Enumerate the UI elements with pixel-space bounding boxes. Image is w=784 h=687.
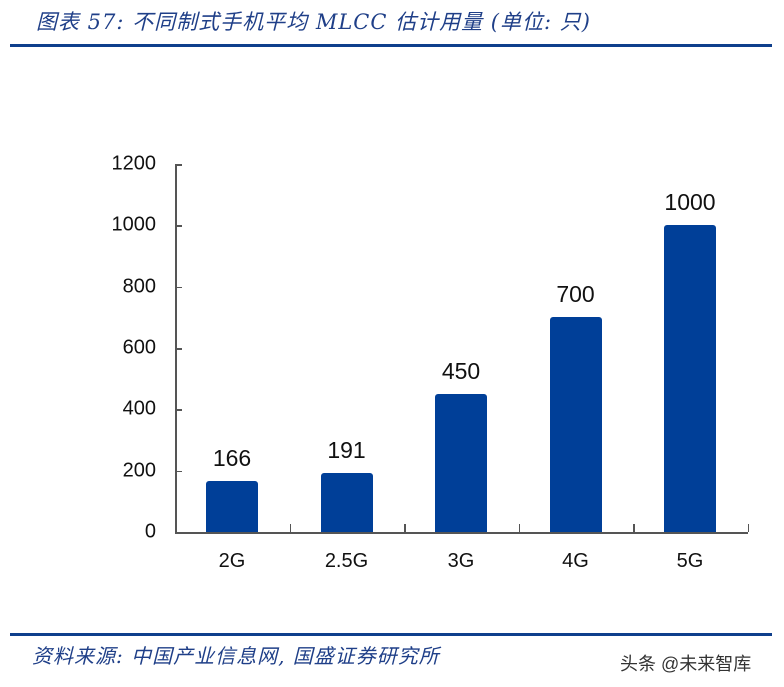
x-tick [747,524,749,532]
y-tick [175,286,182,289]
y-tick-label: 400 [122,397,156,420]
y-tick-label: 1200 [111,152,157,175]
source-note: 资料来源: 中国产业信息网, 国盛证券研究所 [32,644,440,668]
x-tick-label: 5G [676,550,704,572]
bar-5g [664,225,717,532]
data-label: 450 [441,358,481,384]
x-tick-label: 4G [562,550,589,572]
y-tick-label: 200 [122,459,156,482]
y-tick-label: 1000 [111,213,157,236]
x-tick [404,524,406,532]
y-tick [175,409,182,411]
bar-2-5g [320,473,373,532]
x-axis [175,532,748,534]
x-tick-label: 3G [447,550,475,572]
y-tick-label: 0 [144,520,156,543]
x-tick [518,524,520,532]
y-tick [175,225,182,227]
watermark: 头条 @未来智库 [620,654,752,674]
figure-title: 图表 57: 不同制式手机平均 MLCC 估计用量 (单位: 只) [36,10,591,34]
bar-4g [549,317,602,532]
data-label: 700 [556,281,595,308]
x-tick [289,524,291,532]
x-tick-label: 2.5G [324,550,369,572]
y-tick [175,164,182,166]
y-tick [175,532,182,534]
x-tick [633,524,635,532]
y-tick-label: 600 [122,336,156,359]
data-label: 166 [212,445,252,472]
data-label: 191 [327,437,366,464]
title-divider [10,44,772,47]
y-tick [175,470,182,473]
y-tick-label: 800 [122,275,156,298]
source-divider [10,633,772,636]
bar-chart: 0 200 400 600 800 1000 1200 166 2G 191 2.5G 450 3G 7… [111,152,749,572]
bar-2g [206,481,259,532]
y-tick [175,348,182,350]
bar-3g [435,394,488,532]
x-tick-label: 2G [218,550,246,572]
data-label: 1000 [664,189,716,216]
